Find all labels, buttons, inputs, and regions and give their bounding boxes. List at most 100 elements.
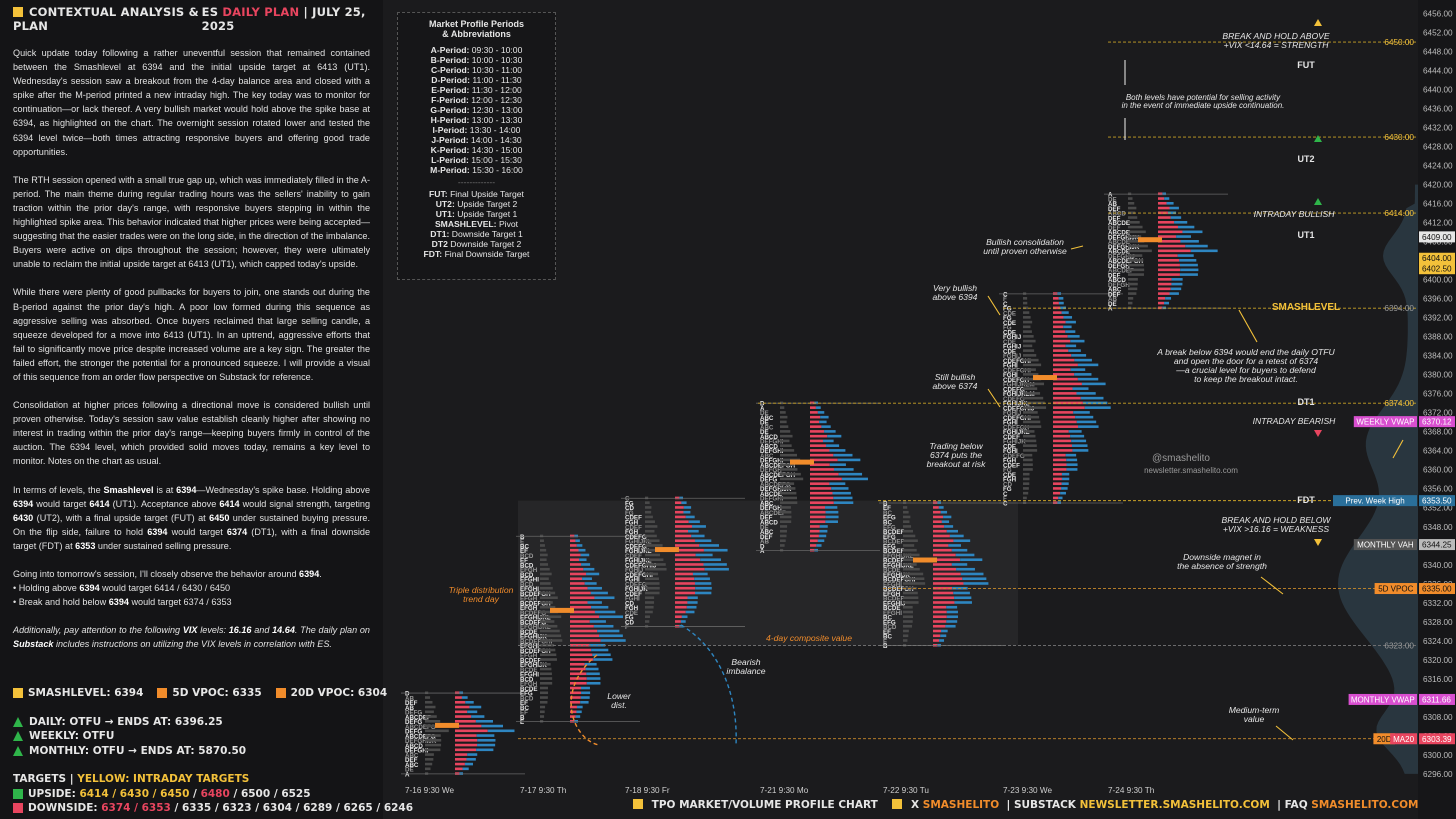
tpo-letters: CD <box>625 619 634 626</box>
side-tag-bg <box>1348 693 1417 705</box>
break-below-note: and open the door for a retest of 6374 <box>1174 356 1319 366</box>
watermark-handle: @smashelito <box>1152 453 1210 464</box>
tpo-letters: ABCDEF <box>1108 268 1134 275</box>
arrow-line <box>1070 245 1084 250</box>
volume-bar-total <box>780 506 791 509</box>
volume-bar-sell <box>810 415 821 419</box>
axis-box-bg <box>1419 252 1455 264</box>
volume-bar-sell <box>570 662 585 666</box>
tpo-letters: BCDE <box>883 605 901 612</box>
axis-box-bg <box>1419 733 1455 745</box>
volume-bar-sell <box>933 525 945 528</box>
volume-bar-total <box>780 510 792 514</box>
bearish-imbalance-text-2: imbalance <box>726 666 765 676</box>
tpo-letters: ABCDEFG <box>405 724 436 731</box>
session-profile-7-22: BEBCEFBCDEFGBCEFGHIBCDEEFGHIJBCDEFEFGHBC… <box>879 500 1003 650</box>
side-tag-text: MA20 <box>1393 735 1414 744</box>
orange-square-icon <box>157 688 168 699</box>
trading-below-text-3: breakout at risk <box>927 459 986 469</box>
tpo-letters: BCD <box>520 572 534 579</box>
volume-bar-total <box>540 639 563 642</box>
tpo-letters: D <box>760 543 765 550</box>
volume-bar-sell <box>570 658 594 661</box>
volume-bar-buy <box>953 591 970 595</box>
tpo-letters: CDEFGH <box>1003 424 1030 431</box>
volume-bar-total <box>1128 206 1137 210</box>
volume-bar-total <box>425 734 441 737</box>
volume-bar-buy <box>594 596 615 600</box>
tpo-letters: DE <box>1108 196 1117 203</box>
volume-bar-sell <box>570 648 592 652</box>
volume-bar-total <box>540 544 545 547</box>
volume-bar-buy <box>818 534 827 538</box>
tpo-letters: CDEFG <box>1003 396 1025 403</box>
volume-bar-total <box>1128 249 1152 253</box>
tpo-letters: DEF <box>760 515 773 522</box>
price-tick: 6352.00 <box>1423 504 1453 513</box>
volume-bar-sell <box>1053 368 1071 371</box>
volume-bar-sell <box>810 430 825 433</box>
volume-bar-sell <box>570 577 583 581</box>
substack-link[interactable]: NEWSLETTER.SMASHELITO.COM <box>1079 799 1270 811</box>
tpo-letters: A <box>760 548 765 555</box>
volume-bar-total <box>540 563 549 566</box>
axis-price-box: 6353.50 <box>1419 495 1455 507</box>
upside-row: UPSIDE: 6414 / 6430 / 6450 / 6480 / 6500… <box>13 787 413 802</box>
volume-bar-sell <box>1053 325 1064 329</box>
legend-period-row: D-Period: 11:00 - 11:30 <box>431 75 522 85</box>
legend-abbr-row: UT1: Upside Target 1 <box>435 209 518 219</box>
volume-bar-sell <box>933 596 955 600</box>
arrow-line <box>1275 725 1294 741</box>
volume-bar-total <box>903 525 912 528</box>
volume-bar-sell <box>675 539 695 543</box>
volume-bar-sell <box>810 449 830 452</box>
x-axis-label: 7-24 9:30 Th <box>1108 786 1155 795</box>
bearish-imbalance-curve <box>680 624 737 746</box>
tpo-letters: DEFGH <box>1108 263 1130 270</box>
volume-bar-total <box>1023 472 1030 476</box>
volume-bar-sell <box>1158 292 1170 295</box>
volume-bar-buy <box>833 501 854 504</box>
faq-link[interactable]: SMASHELITO.COM <box>1311 799 1419 811</box>
legend-period-row: I-Period: 13:30 - 14:00 <box>432 125 521 135</box>
volume-bar-buy <box>819 525 828 528</box>
tpo-letters: CDEF <box>625 591 642 598</box>
side-tag: 20D <box>1373 733 1395 745</box>
volume-bar-buy <box>838 472 863 476</box>
volume-bar-sell <box>570 653 593 657</box>
volume-bar-total <box>1023 425 1042 428</box>
volume-bar-total <box>903 529 913 533</box>
weekly-stat: WEEKLY: OTFU <box>29 730 115 743</box>
tpo-letters: FGHIJ <box>625 567 644 574</box>
volume-bar-sell <box>1158 244 1186 248</box>
volume-bar-total <box>1023 453 1033 457</box>
volume-bar-sell <box>1053 406 1085 409</box>
volume-bar-sell <box>455 748 477 752</box>
volume-bar-buy <box>946 615 958 619</box>
volume-bar-buy <box>1065 330 1076 333</box>
tpo-letters: C <box>1003 491 1008 498</box>
volume-bar-buy <box>1066 458 1078 462</box>
volume-bar-sell <box>675 501 682 504</box>
side-tag-text: 5D VPOC <box>1378 585 1413 594</box>
session-profile-7-17: EBEFBCEFBCDEFGBCDEEFGHBCDEFGHIBCDEEFGHIJ… <box>516 534 640 726</box>
volume-bar-total <box>540 539 544 543</box>
volume-bar-sell <box>933 591 954 595</box>
volume-bar-sell <box>1053 420 1077 424</box>
volume-bar-buy <box>1061 482 1069 485</box>
volume-bar-total <box>780 449 795 452</box>
volume-bar-sell <box>675 615 682 619</box>
volume-bar-buy <box>695 553 713 557</box>
tpo-letters: A <box>760 405 765 412</box>
tpo-letters: F <box>1003 296 1007 303</box>
volume-bar-total <box>780 477 804 481</box>
session-poc <box>913 557 937 563</box>
x-handle-link[interactable]: SMASHELITO <box>922 799 1000 811</box>
break-below-vix-text: +VIX >16.16 = WEAKNESS <box>1223 524 1330 534</box>
volume-bar-sell <box>455 729 488 733</box>
volume-bar-total <box>1128 259 1144 262</box>
volume-bar-sell <box>1158 197 1165 200</box>
volume-bar-total <box>425 743 442 747</box>
tpo-letters: EFGH <box>883 591 901 598</box>
volume-bar-buy <box>703 548 728 552</box>
